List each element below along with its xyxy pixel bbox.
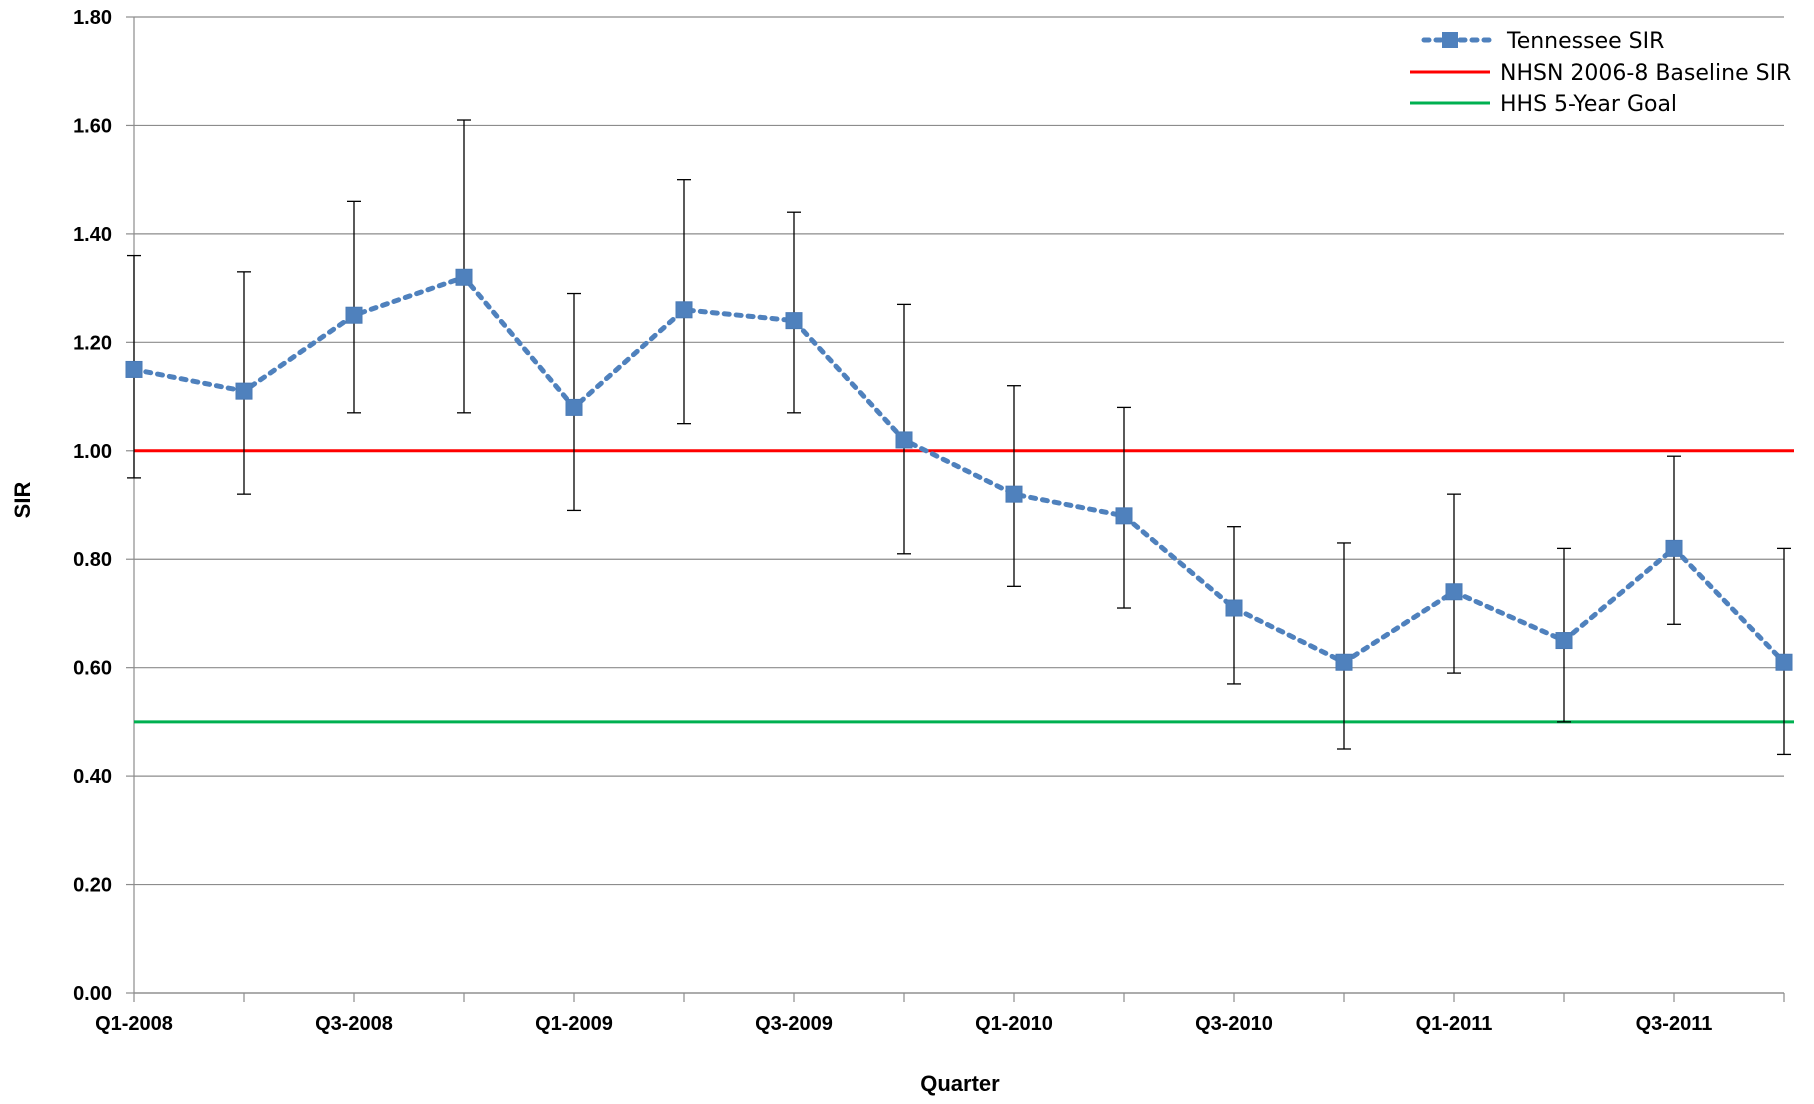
- data-point: [1115, 507, 1133, 525]
- legend-label: Tennessee SIR: [1506, 29, 1664, 54]
- series-line: [131, 274, 1787, 666]
- y-tick-label: 0.60: [73, 658, 112, 680]
- x-tick-label: Q3-2009: [755, 1013, 833, 1035]
- legend-marker: [1442, 32, 1458, 48]
- x-tick-label: Q3-2010: [1195, 1013, 1273, 1035]
- x-axis-ticks: Q1-2008 Q3-2008 Q1-2009 Q3-2009 Q1-2010 Q3-20…: [95, 993, 1785, 1035]
- data-point: [345, 306, 363, 324]
- x-tick-label: Q1-2009: [535, 1013, 613, 1035]
- data-point: [1775, 653, 1793, 671]
- axes: [133, 17, 1784, 994]
- y-tick-label: 1.80: [73, 7, 112, 29]
- tennessee-sir-markers: [125, 268, 1793, 671]
- data-point: [1005, 485, 1023, 503]
- legend: Tennessee SIR NHSN 2006-8 Baseline SIR HHS…: [1410, 29, 1791, 117]
- x-tick-label: Q1-2010: [975, 1013, 1053, 1035]
- error-bars: [127, 119, 1791, 756]
- y-axis-ticks: 0.00 0.20 0.40 0.60 0.80 1.00 1.20 1.40 1.60 1.80: [73, 7, 134, 1005]
- legend-label: NHSN 2006-8 Baseline SIR: [1500, 61, 1791, 86]
- data-point: [675, 301, 693, 319]
- reference-lines: [134, 449, 1794, 724]
- y-tick-label: 0.20: [73, 875, 112, 897]
- data-point: [1335, 653, 1353, 671]
- data-point: [565, 398, 583, 416]
- data-point: [895, 431, 913, 449]
- y-axis-title: SIR: [10, 482, 35, 519]
- data-point: [1225, 599, 1243, 617]
- data-point: [1555, 632, 1573, 650]
- x-tick-label: Q3-2011: [1636, 1013, 1713, 1035]
- gridlines: [134, 16, 1784, 994]
- data-point: [1445, 583, 1463, 601]
- y-tick-label: 1.20: [73, 332, 112, 354]
- y-tick-label: 0.40: [73, 766, 112, 788]
- x-tick-label: Q1-2011: [1416, 1013, 1493, 1035]
- tennessee-sir-series: [131, 274, 1787, 666]
- x-axis-title: Quarter: [920, 1071, 1000, 1096]
- y-tick-label: 0.00: [73, 983, 112, 1005]
- y-tick-label: 1.40: [73, 224, 112, 246]
- data-point: [455, 268, 473, 286]
- x-tick-label: Q1-2008: [95, 1013, 173, 1035]
- data-point: [785, 312, 803, 330]
- y-tick-label: 0.80: [73, 549, 112, 571]
- data-point: [1665, 539, 1683, 557]
- x-tick-label: Q3-2008: [315, 1013, 393, 1035]
- legend-label: HHS 5-Year Goal: [1500, 92, 1677, 117]
- y-tick-label: 1.60: [73, 115, 112, 137]
- data-point: [125, 360, 143, 378]
- y-tick-label: 1.00: [73, 441, 112, 463]
- data-point: [235, 382, 253, 400]
